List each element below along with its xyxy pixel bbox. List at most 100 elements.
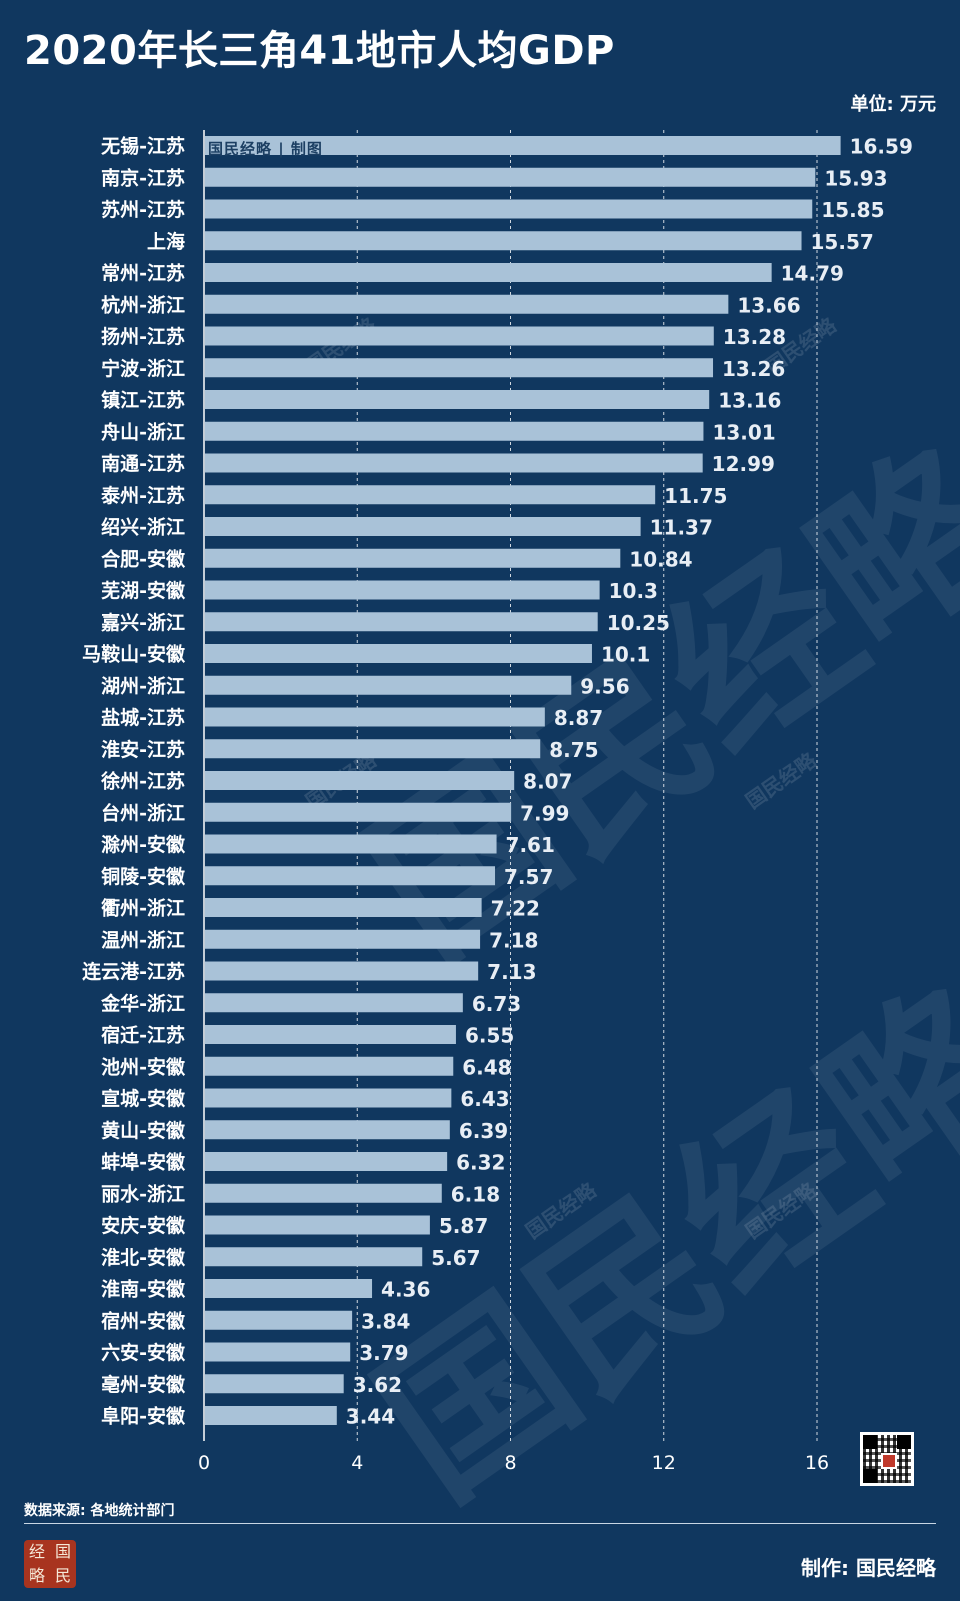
value-label: 7.99 <box>520 801 569 825</box>
value-label: 16.59 <box>850 135 913 159</box>
value-label: 3.44 <box>346 1405 395 1429</box>
bar-chart: 0 4 8 12 16 无锡-江苏 16.59 南京-江苏 15.93 苏州-江苏 15.85 上海 1… <box>82 130 913 1474</box>
unit-label: 单位: 万元 <box>850 94 936 115</box>
value-label: 3.84 <box>361 1309 410 1333</box>
x-tick-label: 16 <box>805 1452 829 1474</box>
value-label: 5.67 <box>431 1246 480 1270</box>
qr-code-icon[interactable] <box>860 1432 914 1486</box>
category-label: 宣城-安徽 <box>101 1087 186 1110</box>
category-label: 湖州-浙江 <box>101 674 185 697</box>
bar <box>205 485 656 505</box>
x-tick-label: 12 <box>652 1452 676 1474</box>
category-label: 蚌埠-安徽 <box>101 1151 186 1174</box>
bar <box>205 167 816 187</box>
value-label: 8.87 <box>554 706 603 730</box>
value-label: 6.48 <box>462 1055 511 1079</box>
value-label: 15.93 <box>824 166 887 190</box>
bar <box>205 929 481 949</box>
category-label: 丽水-浙江 <box>101 1182 185 1205</box>
brand-logo: 经 国 略 民 <box>24 1540 76 1588</box>
bar <box>205 1406 337 1425</box>
category-label: 杭州-浙江 <box>101 293 185 316</box>
bar <box>205 707 545 727</box>
category-label: 铜陵-安徽 <box>101 865 186 888</box>
bar <box>205 834 497 854</box>
bar <box>205 739 541 759</box>
category-label: 上海 <box>147 230 185 253</box>
chart-title: 2020年长三角41地市人均GDP <box>24 28 615 74</box>
value-label: 7.61 <box>506 833 555 857</box>
bar <box>205 421 704 441</box>
value-label: 10.25 <box>607 611 670 635</box>
bar <box>205 961 479 981</box>
value-label: 10.84 <box>629 547 692 571</box>
category-label: 苏州-江苏 <box>101 198 185 221</box>
bar <box>205 1056 454 1076</box>
category-label: 舟山-浙江 <box>101 420 185 443</box>
logo-char: 经 <box>28 1542 45 1561</box>
category-label: 滁州-安徽 <box>101 833 186 856</box>
bar <box>205 1025 456 1044</box>
x-tick-label: 8 <box>504 1452 516 1474</box>
data-source: 数据来源: 各地统计部门 <box>24 1503 175 1519</box>
value-label: 8.75 <box>549 738 598 762</box>
category-label: 淮北-安徽 <box>101 1246 186 1269</box>
bar <box>205 898 482 917</box>
value-label: 13.16 <box>718 389 781 413</box>
category-label: 宿迁-江苏 <box>101 1024 185 1047</box>
x-tick-label: 0 <box>198 1452 210 1474</box>
category-label: 南京-江苏 <box>101 166 185 189</box>
value-label: 15.57 <box>811 230 874 254</box>
category-label: 阜阳-安徽 <box>101 1405 186 1428</box>
bar <box>205 1152 448 1171</box>
bar <box>205 580 600 600</box>
value-label: 6.55 <box>465 1024 514 1048</box>
category-label: 池州-安徽 <box>101 1055 186 1078</box>
category-label: 金华-浙江 <box>100 992 185 1015</box>
value-label: 13.28 <box>723 325 786 349</box>
category-label: 盐城-江苏 <box>101 706 185 729</box>
bar <box>205 1310 353 1330</box>
bar <box>205 136 841 155</box>
value-label: 7.13 <box>487 960 536 984</box>
bar <box>205 231 802 251</box>
value-label: 7.18 <box>489 928 538 952</box>
value-label: 3.62 <box>353 1373 402 1397</box>
value-label: 6.73 <box>472 992 521 1016</box>
value-label: 13.01 <box>712 420 775 444</box>
category-label: 衢州-浙江 <box>101 897 185 920</box>
bar <box>205 1183 442 1203</box>
category-label: 扬州-江苏 <box>101 325 185 348</box>
bar <box>205 1279 373 1298</box>
bar <box>205 358 714 378</box>
value-label: 10.3 <box>609 579 658 603</box>
value-label: 15.85 <box>821 198 884 222</box>
value-label: 11.75 <box>664 484 727 508</box>
category-label: 宿州-安徽 <box>101 1309 186 1332</box>
value-label: 13.26 <box>722 357 785 381</box>
bar <box>205 1120 450 1140</box>
category-label: 绍兴-浙江 <box>101 516 185 539</box>
value-label: 5.87 <box>439 1214 488 1238</box>
bar <box>205 390 710 409</box>
value-label: 14.79 <box>781 262 844 286</box>
bar <box>205 675 572 695</box>
category-label: 泰州-江苏 <box>100 484 185 507</box>
category-label: 淮南-安徽 <box>101 1278 186 1301</box>
value-label: 8.07 <box>523 770 572 794</box>
category-label: 亳州-安徽 <box>101 1373 186 1396</box>
maker-credit: 制作: 国民经略 <box>801 1556 936 1580</box>
bar <box>205 1374 344 1394</box>
logo-char: 国 <box>54 1542 71 1561</box>
logo-char: 民 <box>54 1566 71 1585</box>
bar <box>205 993 463 1013</box>
category-label: 六安-安徽 <box>101 1341 186 1364</box>
category-label: 黄山-安徽 <box>101 1119 186 1142</box>
bar <box>205 517 641 536</box>
category-label: 安庆-安徽 <box>101 1214 186 1237</box>
bar <box>205 802 512 822</box>
value-label: 9.56 <box>580 674 629 698</box>
credit-line: 国民经略 | 制图 <box>208 140 323 158</box>
bar <box>205 199 813 219</box>
category-label: 徐州-江苏 <box>100 770 185 793</box>
